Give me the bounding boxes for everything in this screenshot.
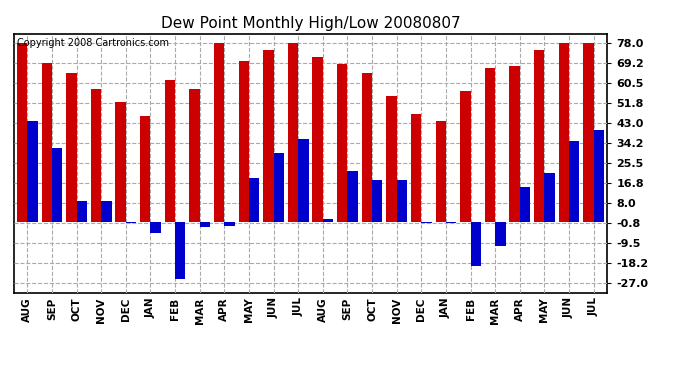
Bar	[559, 43, 569, 222]
Text: Copyright 2008 Cartronics.com: Copyright 2008 Cartronics.com	[17, 38, 169, 48]
Bar	[150, 222, 161, 233]
Bar	[362, 73, 372, 222]
Bar	[509, 66, 520, 222]
Bar	[239, 61, 249, 222]
Bar	[52, 148, 62, 222]
Bar	[411, 114, 422, 222]
Bar	[583, 43, 593, 222]
Bar	[323, 219, 333, 222]
Bar	[446, 222, 456, 224]
Bar	[214, 43, 224, 222]
Bar	[249, 178, 259, 222]
Bar	[224, 222, 235, 226]
Bar	[372, 180, 382, 222]
Bar	[273, 153, 284, 222]
Bar	[17, 43, 28, 222]
Bar	[263, 50, 273, 222]
Bar	[140, 116, 150, 222]
Bar	[435, 121, 446, 222]
Bar	[126, 222, 136, 224]
Bar	[386, 96, 397, 222]
Bar	[544, 173, 555, 222]
Bar	[397, 180, 407, 222]
Bar	[288, 43, 298, 222]
Bar	[593, 130, 604, 222]
Title: Dew Point Monthly High/Low 20080807: Dew Point Monthly High/Low 20080807	[161, 16, 460, 31]
Bar	[77, 201, 87, 222]
Bar	[534, 50, 544, 222]
Bar	[569, 141, 580, 222]
Bar	[460, 91, 471, 222]
Bar	[101, 201, 112, 222]
Bar	[485, 68, 495, 222]
Bar	[298, 139, 308, 222]
Bar	[28, 121, 38, 222]
Bar	[495, 222, 506, 246]
Bar	[175, 222, 186, 279]
Bar	[471, 222, 481, 266]
Bar	[189, 89, 199, 222]
Bar	[422, 222, 432, 224]
Bar	[66, 73, 77, 222]
Bar	[115, 102, 126, 222]
Bar	[337, 63, 348, 222]
Bar	[348, 171, 358, 222]
Bar	[41, 63, 52, 222]
Bar	[165, 80, 175, 222]
Bar	[199, 222, 210, 227]
Bar	[313, 57, 323, 222]
Bar	[91, 89, 101, 222]
Bar	[520, 187, 530, 222]
